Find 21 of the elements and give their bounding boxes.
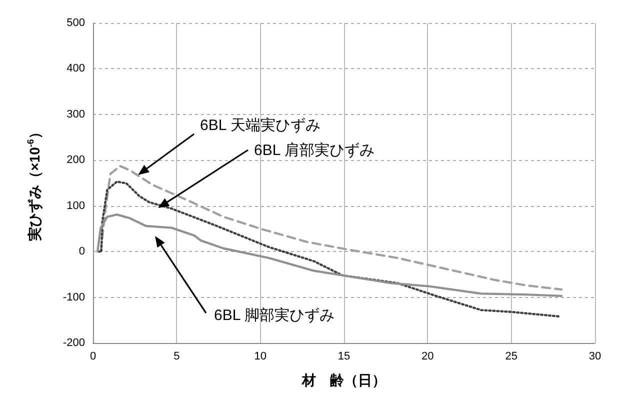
x-tick-label: 10 xyxy=(254,350,266,362)
line-series xyxy=(96,213,563,298)
x-tick-label: 5 xyxy=(174,350,180,362)
y-tick-label: 500 xyxy=(66,17,85,29)
x-tick-label: 30 xyxy=(588,350,602,362)
x-axis-title: 材 齢（日） xyxy=(301,372,386,388)
annotation: 6BL 天端実ひずみ xyxy=(200,117,320,135)
y-tick-label: -100 xyxy=(62,291,85,304)
y-tick-label: 0 xyxy=(78,246,85,258)
annotation: 6BL 脚部実ひずみ xyxy=(214,307,334,325)
y-tick-label: 300 xyxy=(66,108,85,120)
x-tick-label: 20 xyxy=(422,350,434,362)
annotation: 6BL 肩部実ひずみ xyxy=(254,142,374,160)
y-tick-label: 400 xyxy=(66,62,85,75)
y-axis-title: 実ひずみ（×10-6） xyxy=(26,125,44,241)
x-tick-label: 15 xyxy=(338,350,350,362)
x-tick-label: 0 xyxy=(90,350,96,362)
y-tick-label: 200 xyxy=(66,154,85,166)
x-tick-label: 25 xyxy=(505,350,518,362)
y-tick-label: -200 xyxy=(62,337,85,349)
y-tick-label: 100 xyxy=(66,200,85,212)
